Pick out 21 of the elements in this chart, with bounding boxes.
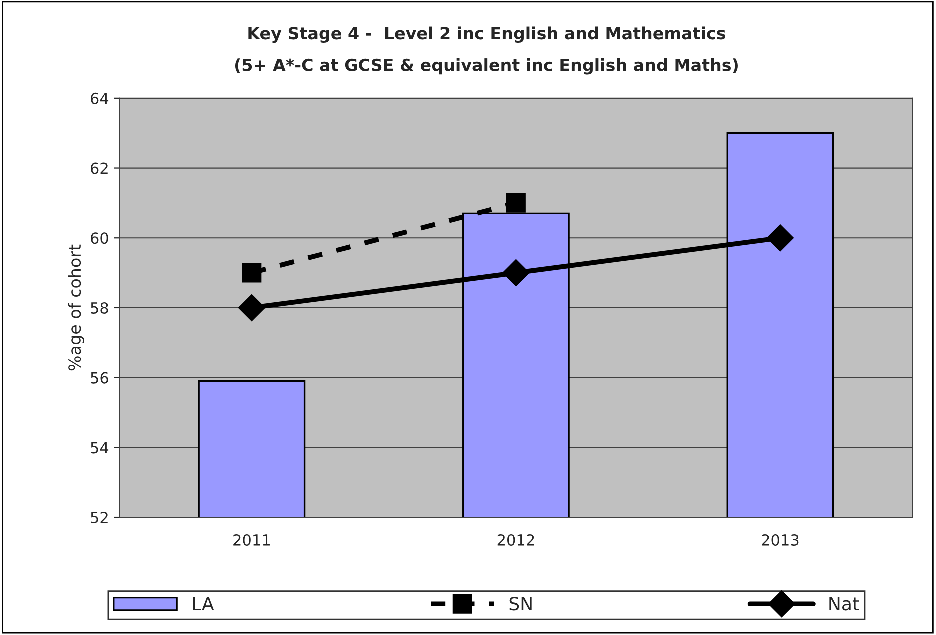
y-tick-label: 58: [91, 302, 108, 314]
x-tick-label: 2012: [498, 534, 534, 546]
y-tick-label: 60: [91, 232, 108, 244]
legend-label: Nat: [830, 597, 860, 611]
point: [767, 224, 794, 252]
x-tick-label: 2011: [234, 534, 270, 546]
y-tick-label: 62: [91, 162, 108, 174]
legend-label: LA: [193, 597, 214, 610]
y-axis-title: %age of cohort: [68, 244, 84, 371]
legend-label: SN: [510, 597, 532, 611]
y-tick-label: 54: [91, 442, 109, 454]
point: [506, 193, 526, 213]
chart-title: Key Stage 4 - Level 2 inc English and Mathematics: [248, 26, 726, 44]
x-tick-label: 2013: [762, 534, 799, 546]
chart-subtitle: (5+ A*-C at GCSE & equivalent inc English and Maths): [235, 58, 738, 75]
point: [502, 260, 530, 287]
point: [238, 294, 266, 322]
y-tick-label: 56: [91, 372, 108, 384]
y-tick-label: 64: [91, 92, 109, 104]
point: [242, 263, 262, 283]
y-tick-label: 52: [91, 512, 108, 524]
